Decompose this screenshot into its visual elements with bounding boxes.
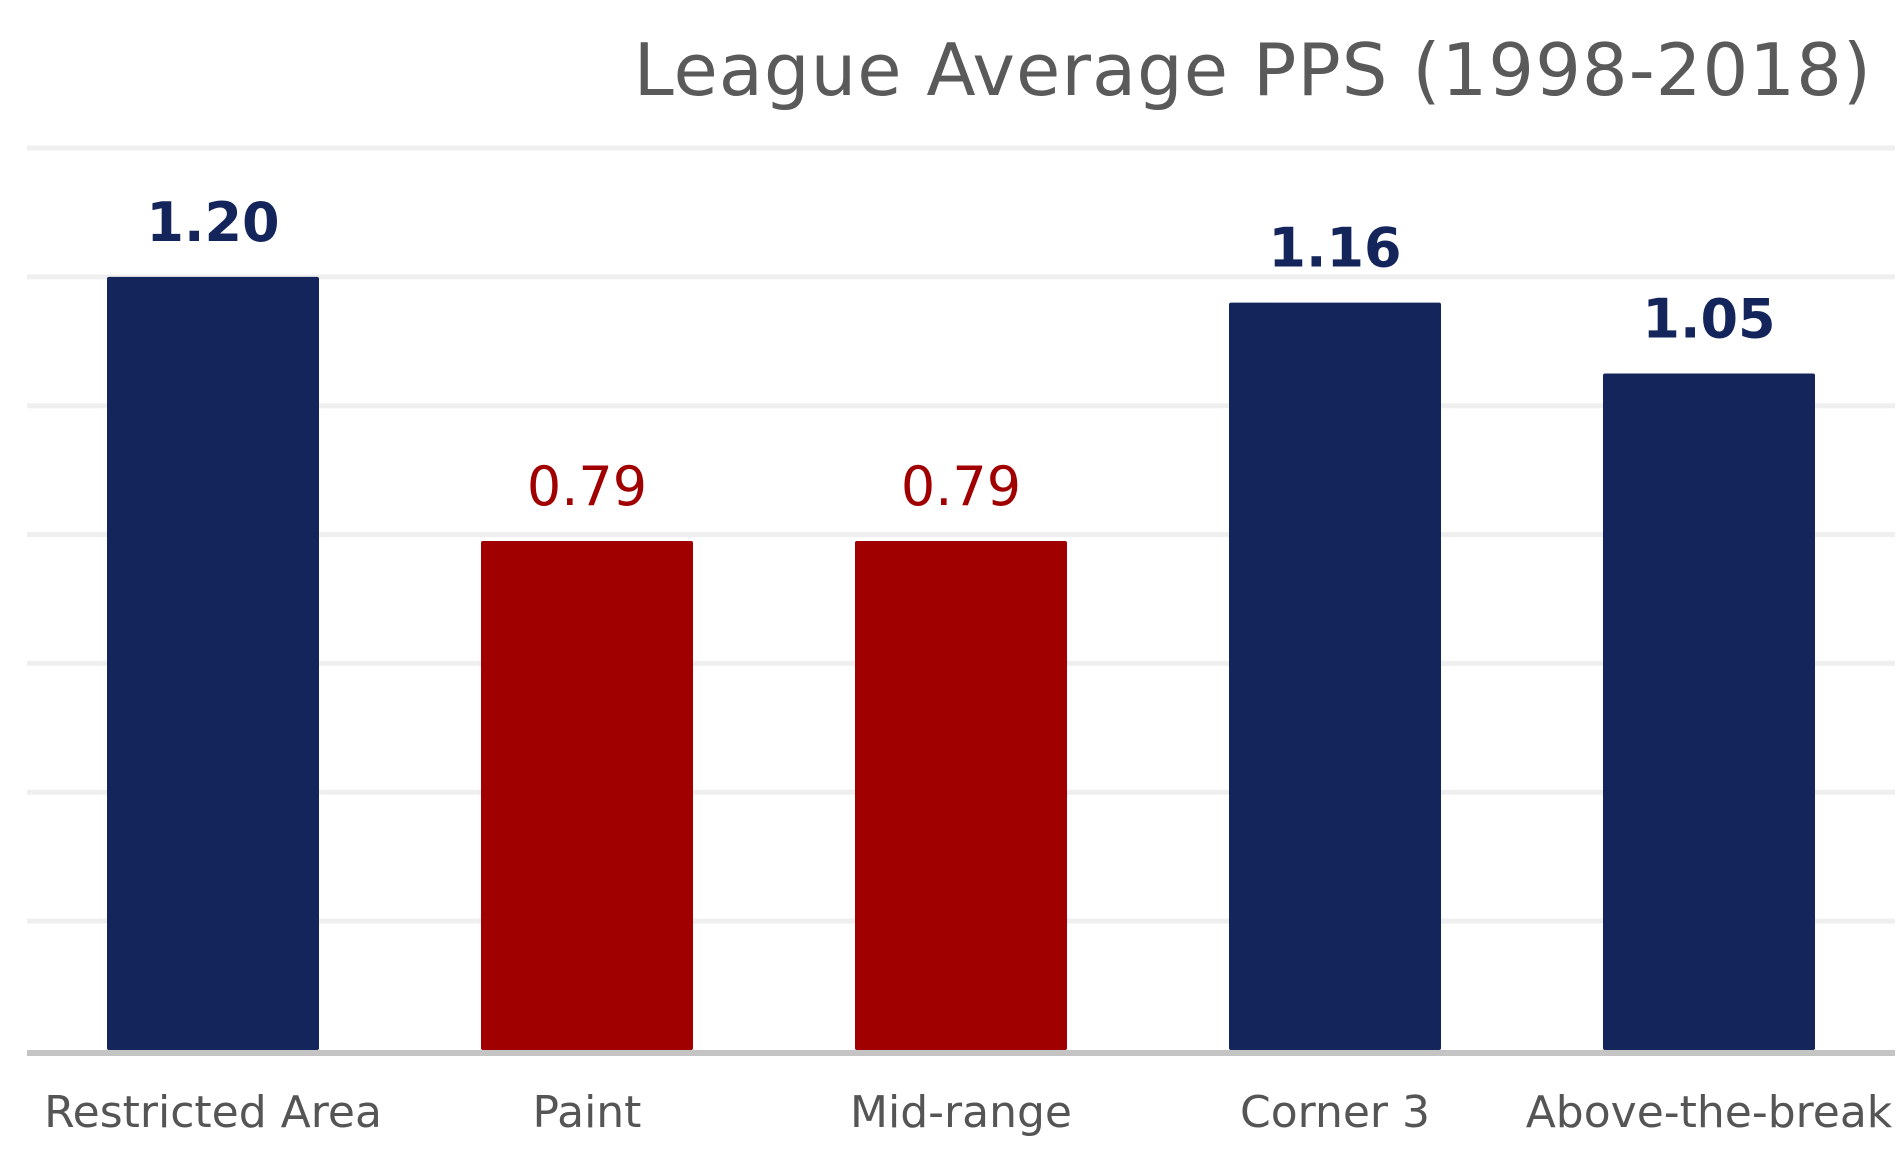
bar-paint <box>481 541 693 1050</box>
data-label-restricted-area: 1.20 <box>146 191 279 254</box>
x-tick-label-mid-range: Mid-range <box>850 1087 1072 1138</box>
bars <box>107 276 1815 1051</box>
bar-mid-range <box>855 541 1067 1050</box>
bar-above-the-break <box>1603 373 1815 1050</box>
data-label-above-the-break: 1.05 <box>1642 288 1775 351</box>
data-labels: 1.20 0.79 0.79 1.16 1.05 <box>146 191 1775 518</box>
data-label-corner-3: 1.16 <box>1268 217 1401 280</box>
x-tick-labels: Restricted Area Paint Mid-range Corner 3 Abo… <box>44 1087 1893 1138</box>
x-tick-label-paint: Paint <box>533 1087 642 1138</box>
data-label-paint: 0.79 <box>527 455 647 518</box>
x-tick-label-corner-3: Corner 3 <box>1240 1087 1430 1138</box>
chart-title: League Average PPS (1998-2018) <box>633 28 1872 112</box>
data-label-mid-range: 0.79 <box>901 455 1021 518</box>
x-tick-label-restricted-area: Restricted Area <box>44 1087 382 1138</box>
bar-corner-3 <box>1229 302 1441 1051</box>
bar-restricted-area <box>107 276 319 1050</box>
x-tick-label-above-the-break: Above-the-break <box>1526 1087 1893 1138</box>
